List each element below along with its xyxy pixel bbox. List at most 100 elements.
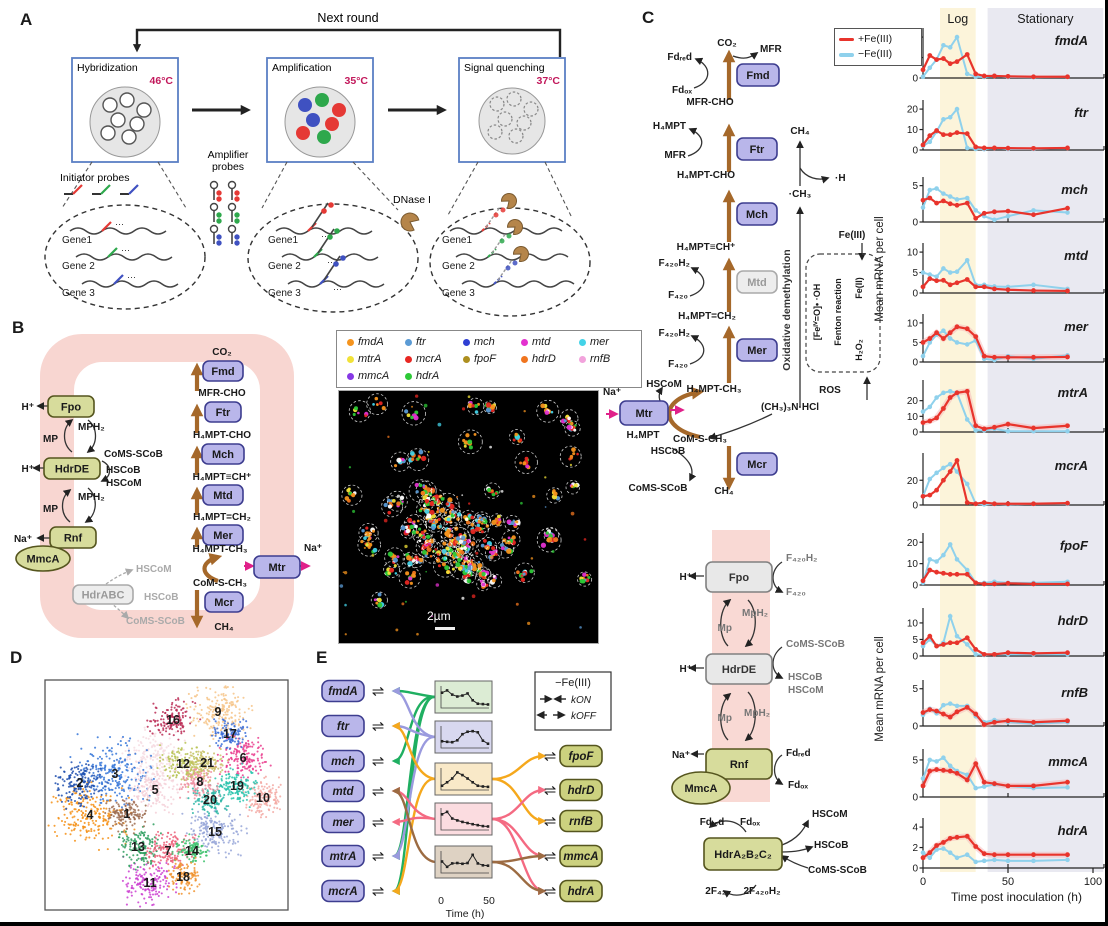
cell-dot — [92, 822, 95, 825]
cluster-5 — [124, 769, 188, 816]
cell-dot — [164, 882, 167, 885]
metabolite-label: MpH₂ — [744, 708, 770, 719]
cell-dot — [215, 741, 218, 745]
cell-dot — [152, 768, 155, 771]
cell-dot — [115, 801, 118, 804]
y-tick: 20 — [907, 538, 919, 549]
cell-dot — [173, 831, 176, 834]
arrow — [708, 413, 773, 440]
cell-dot — [158, 744, 162, 747]
cell-dot — [190, 697, 193, 700]
cell-dot — [69, 755, 72, 759]
minus-fe-point — [964, 145, 970, 151]
cell-dot — [128, 739, 131, 742]
cell-dot — [247, 765, 251, 768]
cell-dot — [220, 828, 223, 831]
enzyme-Mer — [202, 524, 244, 546]
cell-dot — [176, 878, 179, 882]
cell-dot — [159, 759, 162, 763]
cell-dot — [170, 779, 173, 782]
cell-dot — [242, 747, 245, 750]
cell-dot — [218, 721, 221, 725]
cell-dot — [237, 723, 240, 726]
cell-dot — [250, 809, 253, 812]
cell-dot — [249, 788, 252, 791]
cell-dot — [110, 814, 113, 817]
cell-dot — [158, 756, 162, 759]
metabolite-label: F₄₂₀H₂ — [786, 553, 818, 564]
cell-dot — [235, 753, 238, 756]
kinetic-link-hdrA — [491, 860, 547, 896]
mrna-spot — [496, 514, 501, 519]
cell-dot — [229, 735, 232, 738]
cell-dot — [186, 884, 189, 887]
cell-dot — [201, 788, 204, 791]
cell-dot — [186, 707, 189, 710]
cell-dot — [210, 705, 213, 708]
y-tick: 5 — [912, 684, 918, 695]
cell-dot — [146, 847, 150, 850]
cell-dot — [156, 774, 159, 777]
fe-legend-item: +Fe(III) — [839, 32, 917, 47]
minus-fe-point — [941, 191, 946, 196]
plus-fe-point — [992, 424, 997, 430]
cell-dot — [71, 810, 74, 813]
cell-dot — [161, 762, 164, 765]
plus-fe-point — [973, 761, 979, 767]
cell-dot — [137, 836, 140, 839]
cell-dot — [93, 789, 96, 792]
cell-dot — [164, 805, 167, 808]
arrow — [317, 228, 335, 254]
cell-dot — [226, 746, 229, 749]
cell-dot — [84, 776, 87, 779]
cell-dot — [149, 735, 152, 738]
cell-dot — [114, 787, 117, 790]
cell-dot — [199, 829, 202, 832]
mrna-spot — [512, 438, 516, 442]
cell-dot — [210, 806, 213, 809]
mrna-spot — [387, 510, 392, 515]
cell-dot — [201, 762, 204, 766]
cell-dot — [155, 764, 158, 767]
cell-dot — [197, 799, 201, 802]
cell-dot — [165, 722, 168, 725]
arrow — [773, 754, 784, 785]
legend-dot — [579, 339, 586, 346]
enzyme-Mtd-label: Mtd — [213, 490, 233, 502]
cell-dot — [168, 837, 171, 840]
cell-dot — [142, 847, 145, 850]
cell-dot — [54, 775, 57, 778]
cell-dot — [220, 779, 223, 782]
cell-dot — [157, 723, 160, 726]
cell-dot — [68, 791, 71, 794]
cell-dot — [66, 796, 69, 799]
cell-dot — [176, 761, 179, 764]
legend-item-fpoF: fpoF — [463, 351, 519, 368]
cell-dot — [204, 787, 207, 790]
legend-dot — [347, 356, 354, 363]
cell-dot — [190, 754, 193, 757]
mrna-spot — [573, 428, 577, 432]
cell-dot — [249, 727, 252, 730]
cell-dot — [145, 884, 148, 888]
enzyme-Ftr — [204, 401, 242, 423]
cell-dot — [159, 832, 162, 835]
cell-dot — [125, 840, 128, 843]
cell-dot — [134, 777, 137, 780]
cell-dot — [260, 790, 263, 793]
cell-dot — [91, 784, 94, 787]
kinetic-harpoons: ⇌ — [372, 814, 385, 831]
cell-dot — [197, 810, 200, 813]
cell-dot — [151, 838, 154, 841]
cell-dot — [142, 878, 145, 881]
cell-dot — [93, 810, 96, 813]
cell-dot — [155, 833, 158, 836]
cell-dot — [267, 800, 270, 803]
mrna-spot — [507, 536, 511, 540]
cell-dot — [228, 815, 231, 818]
cell-dot — [149, 841, 152, 844]
cell-dot — [159, 884, 162, 887]
cell-dot — [140, 800, 143, 804]
cell-dot — [175, 774, 178, 777]
cell-dot — [242, 788, 245, 791]
